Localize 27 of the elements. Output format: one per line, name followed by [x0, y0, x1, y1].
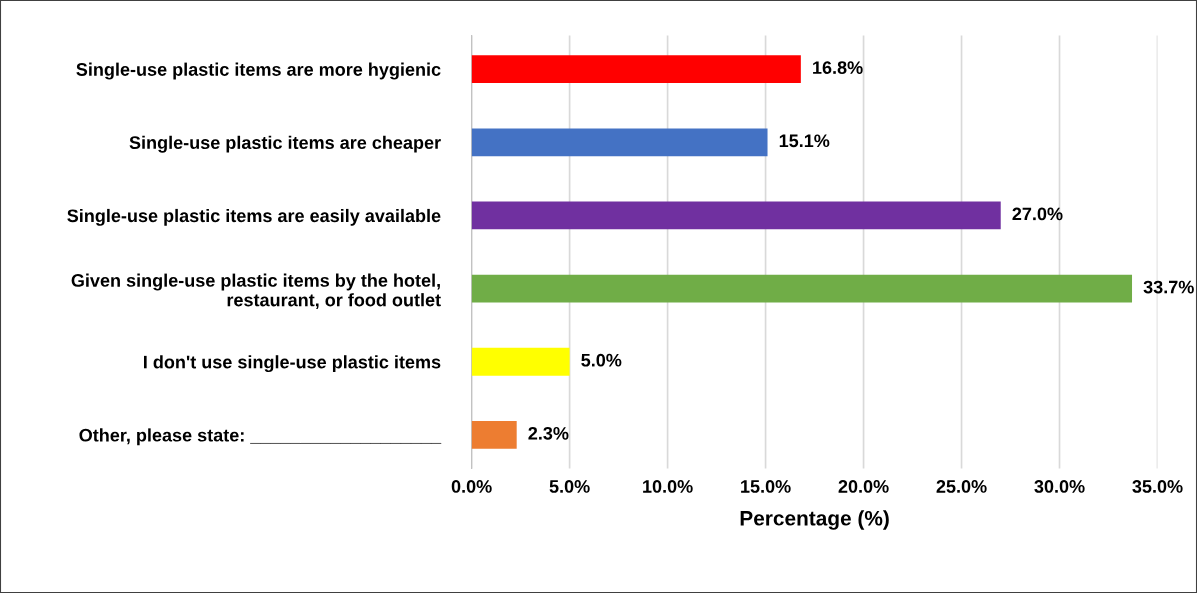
x-tick-label: 0.0%	[451, 480, 492, 493]
y-tick-label: Given single-use plastic items by the hotel, restaurant, or food outlet	[71, 273, 441, 310]
x-tick-label: 10.0%	[643, 480, 693, 493]
x-tick-label: 25.0%	[936, 480, 987, 493]
bar	[471, 421, 517, 449]
data-label: 2.3%	[528, 426, 569, 440]
y-tick-label: Single-use plastic items are easily available	[67, 208, 441, 226]
bar	[471, 347, 570, 376]
y-tick-label: Other, please state: ___________________	[79, 428, 442, 446]
y-tick-label: Single-use plastic items are cheaper	[129, 135, 441, 153]
x-tick-label: 5.0%	[549, 480, 590, 493]
data-label: 33.7%	[1143, 280, 1194, 294]
data-label: 15.1%	[779, 134, 830, 148]
x-tick-label: 15.0%	[741, 480, 791, 493]
bar	[471, 128, 768, 157]
x-tick-label: 35.0%	[1132, 480, 1183, 493]
bar	[471, 55, 801, 84]
y-tick-label: Single-use plastic items are more hygienic	[76, 62, 441, 80]
data-label: 5.0%	[581, 353, 622, 367]
data-label: 27.0%	[1012, 207, 1063, 221]
x-tick-label: 30.0%	[1034, 480, 1085, 493]
data-label: 16.8%	[813, 61, 863, 74]
bar	[471, 274, 1133, 303]
x-axis-title: Percentage (%)	[740, 510, 889, 530]
bar	[471, 201, 1001, 230]
x-tick-label: 20.0%	[838, 480, 889, 493]
y-tick-label: I don't use single-use plastic items	[144, 355, 441, 373]
